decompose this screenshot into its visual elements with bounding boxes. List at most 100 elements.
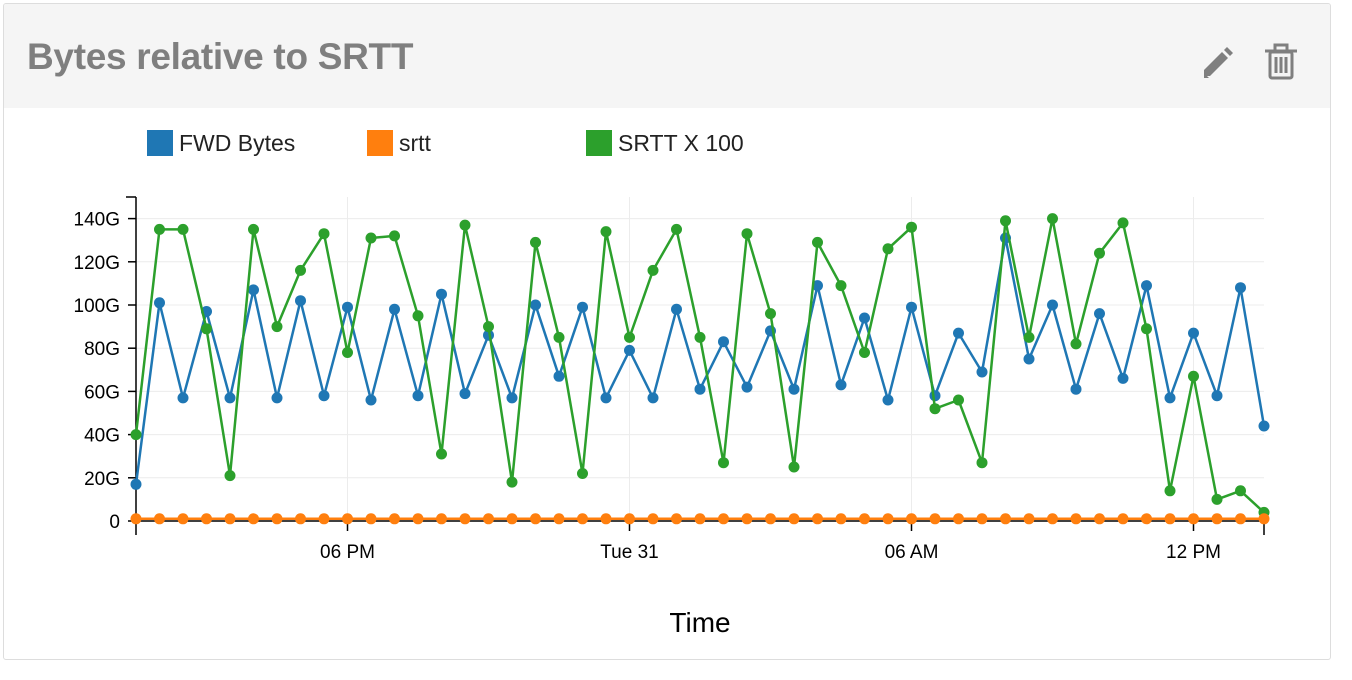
data-point-fwd-bytes (1211, 390, 1223, 402)
data-point-srtt (318, 513, 330, 525)
data-point-fwd-bytes (835, 379, 847, 391)
data-point-srtt (483, 513, 494, 525)
data-point-srtt-x-100 (577, 468, 588, 479)
trash-icon[interactable] (1260, 40, 1304, 84)
data-point-srtt-x-100 (483, 321, 494, 333)
series-layer (130, 213, 1270, 525)
data-point-srtt-x-100 (600, 226, 612, 238)
data-point-srtt (1188, 513, 1199, 525)
data-point-srtt (1094, 513, 1105, 525)
x-tick-label: 06 AM (885, 542, 939, 563)
data-point-srtt-x-100 (342, 347, 353, 358)
legend-item-fwd-bytes[interactable]: FWD Bytes (147, 129, 295, 157)
panel-header: Bytes relative to SRTT (4, 4, 1330, 108)
data-point-fwd-bytes (436, 288, 447, 300)
data-point-srtt-x-100 (1117, 217, 1129, 229)
data-point-srtt (365, 513, 377, 525)
data-point-fwd-bytes (882, 394, 894, 406)
data-point-srtt-x-100 (177, 223, 189, 235)
data-point-fwd-bytes (248, 284, 259, 296)
data-point-srtt-x-100 (835, 280, 847, 292)
legend-item-srtt-x-100[interactable]: SRTT X 100 (586, 129, 744, 157)
data-point-srtt (882, 513, 894, 525)
grid (136, 197, 1264, 521)
data-point-fwd-bytes (694, 383, 706, 395)
data-point-srtt-x-100 (882, 243, 894, 255)
legend-swatch (586, 130, 612, 156)
data-point-srtt-x-100 (1000, 215, 1011, 227)
data-point-srtt (647, 513, 659, 525)
pencil-icon[interactable] (1196, 40, 1240, 84)
data-point-srtt (530, 513, 541, 525)
data-point-srtt-x-100 (553, 331, 565, 343)
series-srtt-x-100 (130, 213, 1270, 518)
data-point-fwd-bytes (577, 301, 588, 313)
data-point-fwd-bytes (1188, 327, 1199, 339)
data-point-fwd-bytes (906, 301, 917, 313)
data-point-fwd-bytes (224, 392, 236, 404)
series-srtt (130, 513, 1270, 525)
data-point-fwd-bytes (859, 312, 870, 324)
data-point-srtt-x-100 (859, 347, 870, 358)
data-point-srtt (1047, 513, 1058, 525)
data-point-srtt-x-100 (906, 221, 917, 233)
data-point-srtt (929, 513, 941, 525)
data-point-srtt (177, 513, 189, 525)
data-point-srtt-x-100 (812, 236, 823, 248)
data-point-srtt-x-100 (765, 308, 776, 320)
data-point-fwd-bytes (1094, 308, 1105, 320)
x-tick-label: Tue 31 (600, 542, 658, 563)
data-point-srtt-x-100 (506, 476, 518, 488)
legend-label: srtt (399, 129, 431, 156)
data-point-fwd-bytes (741, 381, 753, 393)
data-point-fwd-bytes (412, 390, 424, 402)
data-point-srtt-x-100 (1047, 213, 1058, 225)
data-point-srtt-x-100 (718, 457, 729, 469)
data-point-srtt-x-100 (365, 232, 377, 244)
data-point-srtt-x-100 (1094, 247, 1105, 259)
data-point-srtt-x-100 (412, 310, 424, 322)
data-point-srtt (1000, 513, 1011, 525)
data-point-srtt-x-100 (671, 223, 682, 235)
data-point-srtt-x-100 (130, 429, 142, 441)
data-point-srtt (859, 513, 870, 525)
data-point-fwd-bytes (295, 295, 306, 307)
y-tick-label: 60G (84, 382, 120, 403)
data-point-srtt (436, 513, 447, 525)
series-line-srtt-x-100 (134, 217, 1265, 514)
data-point-srtt-x-100 (694, 331, 706, 343)
data-point-fwd-bytes (154, 297, 165, 309)
y-tick-label: 120G (74, 253, 120, 274)
data-point-fwd-bytes (1047, 299, 1058, 311)
data-point-fwd-bytes (1023, 353, 1035, 365)
data-point-fwd-bytes (1164, 392, 1176, 404)
data-point-srtt-x-100 (953, 394, 964, 406)
data-point-srtt-x-100 (624, 331, 635, 343)
data-point-fwd-bytes (718, 336, 729, 348)
data-point-srtt-x-100 (929, 403, 941, 415)
data-point-srtt (248, 513, 259, 525)
data-point-srtt-x-100 (459, 219, 471, 231)
data-point-fwd-bytes (530, 299, 541, 311)
legend-swatch (367, 130, 393, 156)
data-point-fwd-bytes (1141, 280, 1152, 292)
data-point-srtt (953, 513, 964, 525)
data-point-srtt-x-100 (1188, 370, 1199, 382)
legend-item-srtt[interactable]: srtt (367, 129, 431, 157)
data-point-srtt (1164, 513, 1176, 525)
data-point-srtt-x-100 (389, 230, 400, 242)
data-point-srtt (389, 513, 400, 525)
data-point-fwd-bytes (365, 394, 377, 406)
data-point-fwd-bytes (1117, 372, 1129, 384)
data-point-srtt (577, 513, 588, 525)
data-point-fwd-bytes (459, 388, 471, 400)
data-point-srtt-x-100 (436, 448, 447, 460)
data-point-fwd-bytes (389, 303, 400, 315)
data-point-fwd-bytes (953, 327, 964, 339)
data-point-fwd-bytes (1235, 282, 1246, 294)
data-point-srtt-x-100 (295, 264, 306, 276)
data-point-srtt-x-100 (530, 236, 541, 248)
legend-label: SRTT X 100 (618, 129, 744, 156)
data-point-srtt-x-100 (1141, 323, 1152, 335)
